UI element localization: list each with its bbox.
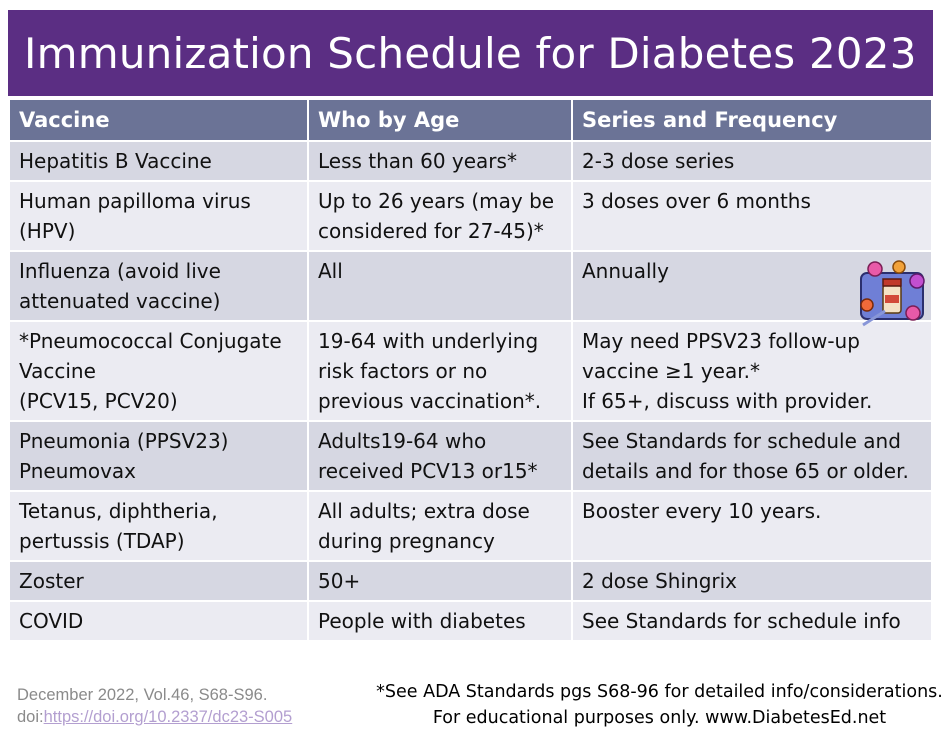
table-header-row: Vaccine Who by Age Series and Frequency (8, 98, 933, 142)
vaccine-cell: Human papilloma virus (HPV) (8, 180, 309, 252)
cell-text-line: (PCV15, PCV20) (19, 389, 178, 413)
cell-text-line: pertussis (TDAP) (19, 529, 185, 553)
table-row: Human papilloma virus (HPV) Up to 26 years… (8, 180, 933, 252)
cell-text-line: Influenza (avoid live (19, 259, 221, 283)
doi-prefix: doi: (17, 708, 44, 726)
vaccine-cell: *Pneumococcal Conjugate Vaccine (PCV15, PC… (8, 320, 309, 422)
cell-text-line: May need PPSV23 follow-up (582, 329, 860, 353)
column-header-vaccine: Vaccine (8, 98, 309, 142)
vaccine-cell: Pneumonia (PPSV23) Pneumovax (8, 420, 309, 492)
cell-text-line: Up to 26 years (may be (318, 189, 555, 213)
who-by-age-cell: 19-64 with underlying risk factors or no p… (307, 320, 573, 422)
cell-text-line: See Standards for schedule info (582, 609, 901, 633)
who-by-age-cell: Less than 60 years* (307, 140, 573, 182)
vaccine-cell: Zoster (8, 560, 309, 602)
cell-text-line: *Pneumococcal Conjugate (19, 329, 282, 353)
series-frequency-cell: 2 dose Shingrix (571, 560, 933, 602)
cell-text-line: Vaccine (19, 359, 96, 383)
cell-text-line: Less than 60 years* (318, 149, 517, 173)
cell-text-line: Tetanus, diphtheria, (19, 499, 218, 523)
column-header-who-by-age: Who by Age (307, 98, 573, 142)
series-frequency-cell: 3 doses over 6 months (571, 180, 933, 252)
table-row: *Pneumococcal Conjugate Vaccine (PCV15, PC… (8, 320, 933, 422)
table-row: Pneumonia (PPSV23) Pneumovax Adults19-64 w… (8, 420, 933, 492)
citation-doi-line: doi:https://doi.org/10.2337/dc23-S005 (17, 706, 292, 728)
column-header-series: Series and Frequency (571, 98, 933, 142)
cell-text-line: received PCV13 or15* (318, 459, 538, 483)
cell-text-line: 2-3 dose series (582, 149, 735, 173)
vaccine-cell: Tetanus, diphtheria, pertussis (TDAP) (8, 490, 309, 562)
slide-title: Immunization Schedule for Diabetes 2023 (8, 10, 933, 96)
table-row: Tetanus, diphtheria, pertussis (TDAP) All … (8, 490, 933, 562)
series-frequency-cell: See Standards for schedule and details an… (571, 420, 933, 492)
cell-text-line: Pneumonia (PPSV23) (19, 429, 229, 453)
cell-text-line: attenuated vaccine) (19, 289, 221, 313)
cell-text-line: 19-64 with underlying (318, 329, 539, 353)
cell-text-line: All (318, 259, 343, 283)
cell-text-line: Zoster (19, 569, 84, 593)
vaccine-vial-virus-clipart-icon (860, 260, 925, 327)
doi-link[interactable]: https://doi.org/10.2337/dc23-S005 (43, 708, 293, 726)
cell-text-line: Pneumovax (19, 459, 137, 483)
table-row: COVID People with diabetes See Standards f… (8, 600, 933, 642)
cell-text-line: (HPV) (19, 219, 76, 243)
who-by-age-cell: 50+ (307, 560, 573, 602)
disclaimer-line-1: *See ADA Standards pgs S68-96 for detail… (376, 682, 943, 702)
who-by-age-cell: Adults19-64 who received PCV13 or15* (307, 420, 573, 492)
cell-text-line: Human papilloma virus (19, 189, 251, 213)
who-by-age-cell: People with diabetes (307, 600, 573, 642)
cell-text-line: 50+ (318, 569, 361, 593)
series-frequency-cell: See Standards for schedule info (571, 600, 933, 642)
cell-text-line: See Standards for schedule and (582, 429, 901, 453)
series-frequency-cell: Booster every 10 years. (571, 490, 933, 562)
who-by-age-cell: All (307, 250, 573, 322)
table-row: Hepatitis B Vaccine Less than 60 years* 2-… (8, 140, 933, 182)
cell-text-line: COVID (19, 609, 84, 633)
cell-text-line: during pregnancy (318, 529, 495, 553)
series-frequency-cell: May need PPSV23 follow-up vaccine ≥1 year… (571, 320, 933, 422)
cell-text-line: previous vaccination*. (318, 389, 542, 413)
cell-text-line: If 65+, discuss with provider. (582, 389, 873, 413)
cell-text-line: details and for those 65 or older. (582, 459, 909, 483)
cell-text-line: All adults; extra dose (318, 499, 530, 523)
cell-text-line: considered for 27-45)* (318, 219, 544, 243)
cell-text-line: Hepatitis B Vaccine (19, 149, 212, 173)
disclaimer-note: *See ADA Standards pgs S68-96 for detail… (368, 679, 951, 731)
series-frequency-cell: 2-3 dose series (571, 140, 933, 182)
vaccine-cell: COVID (8, 600, 309, 642)
vaccine-cell: Influenza (avoid live attenuated vaccine) (8, 250, 309, 322)
cell-text-line: vaccine ≥1 year.* (582, 359, 760, 383)
cell-text-line: risk factors or no (318, 359, 488, 383)
cell-text-line: Adults19-64 who (318, 429, 487, 453)
cell-text-line: 2 dose Shingrix (582, 569, 738, 593)
who-by-age-cell: Up to 26 years (may be considered for 27-… (307, 180, 573, 252)
slide-title-text: Immunization Schedule for Diabetes 2023 (24, 28, 917, 78)
who-by-age-cell: All adults; extra dose during pregnancy (307, 490, 573, 562)
table-row: Influenza (avoid live attenuated vaccine)… (8, 250, 933, 322)
table-body: Hepatitis B Vaccine Less than 60 years* 2-… (8, 140, 933, 642)
disclaimer-line-2: For educational purposes only. www.Diabe… (432, 708, 887, 728)
immunization-table: Vaccine Who by Age Series and Frequency … (8, 98, 933, 642)
cell-text-line: People with diabetes (318, 609, 526, 633)
cell-text-line: Booster every 10 years. (582, 499, 822, 523)
citation: December 2022, Vol.46, S68-S96. doi:http… (17, 684, 292, 728)
table-row: Zoster 50+ 2 dose Shingrix (8, 560, 933, 602)
cell-text-line: Annually (582, 259, 669, 283)
cell-text-line: 3 doses over 6 months (582, 189, 811, 213)
vaccine-cell: Hepatitis B Vaccine (8, 140, 309, 182)
citation-line: December 2022, Vol.46, S68-S96. (17, 686, 268, 704)
